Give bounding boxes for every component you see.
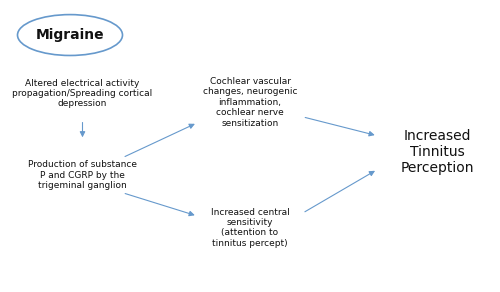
Text: Increased central
sensitivity
(attention to
tinnitus percept): Increased central sensitivity (attention… [210,208,290,248]
Text: Altered electrical activity
propagation/Spreading cortical
depression: Altered electrical activity propagation/… [12,79,152,108]
Text: Cochlear vascular
changes, neurogenic
inflammation,
cochlear nerve
sensitization: Cochlear vascular changes, neurogenic in… [203,77,297,128]
Text: Increased
Tinnitus
Perception: Increased Tinnitus Perception [401,129,474,175]
Text: Migraine: Migraine [36,28,104,42]
Text: Production of substance
P and CGRP by the
trigeminal ganglion: Production of substance P and CGRP by th… [28,160,137,190]
